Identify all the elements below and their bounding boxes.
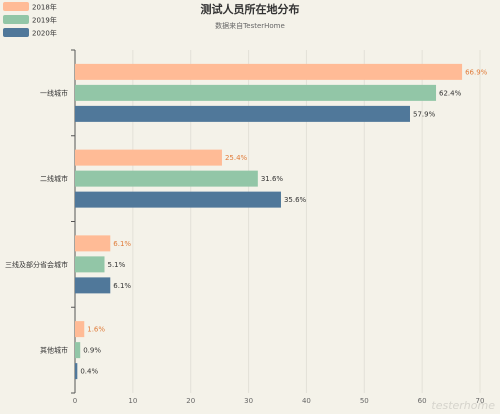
legend-label: 2018年: [32, 3, 57, 12]
bar: [75, 149, 222, 166]
category-label: 一线城市: [40, 88, 68, 97]
bar: [75, 363, 78, 380]
legend-swatch: [3, 28, 29, 37]
x-tick-label: 0: [73, 397, 77, 405]
data-label: 6.1%: [113, 240, 131, 248]
data-label: 31.6%: [261, 175, 284, 183]
bar: [75, 105, 410, 122]
data-label: 57.9%: [413, 110, 436, 118]
x-tick-label: 20: [186, 397, 195, 405]
legend-label: 2019年: [32, 16, 57, 25]
category-label: 其他城市: [40, 346, 68, 355]
x-tick-label: 10: [128, 397, 137, 405]
data-label: 0.9%: [83, 347, 101, 355]
watermark-text: testerhome: [431, 399, 495, 412]
x-tick-label: 60: [418, 397, 427, 405]
data-label: 62.4%: [439, 89, 462, 97]
data-label: 0.4%: [80, 368, 98, 376]
bar: [75, 235, 111, 252]
data-label: 5.1%: [108, 261, 126, 269]
x-tick-label: 50: [360, 397, 369, 405]
data-label: 25.4%: [225, 154, 248, 162]
x-tick-label: 40: [302, 397, 311, 405]
bar: [75, 63, 463, 80]
category-label: 三线及部分省会城市: [5, 260, 68, 269]
data-label: 35.6%: [284, 196, 307, 204]
x-tick-label: 70: [476, 397, 485, 405]
chart-title: 测试人员所在地分布: [201, 2, 300, 16]
category-label: 二线城市: [40, 174, 68, 183]
bar: [75, 342, 81, 359]
x-tick-label: 30: [244, 397, 253, 405]
legend-swatch: [3, 15, 29, 24]
bar: [75, 256, 105, 273]
legend[interactable]: 2018年 2019年 2020年: [3, 2, 57, 38]
bar-layer: 66.9% 62.4% 57.9% 25.4% 31.6% 35.6% 6.1% 5.1% 6.…: [75, 63, 488, 380]
data-label: 66.9%: [465, 68, 488, 76]
watermark: testerhome: [431, 399, 495, 412]
bar: [75, 84, 437, 101]
legend-swatch: [3, 2, 29, 11]
bar: [75, 191, 281, 208]
data-label: 6.1%: [113, 282, 131, 290]
legend-label: 2020年: [32, 29, 57, 38]
bar: [75, 170, 258, 187]
bar: [75, 321, 85, 338]
bar: [75, 277, 111, 294]
data-label: 1.6%: [87, 326, 105, 334]
chart-subtitle: 数据来自TesterHome: [215, 21, 285, 30]
